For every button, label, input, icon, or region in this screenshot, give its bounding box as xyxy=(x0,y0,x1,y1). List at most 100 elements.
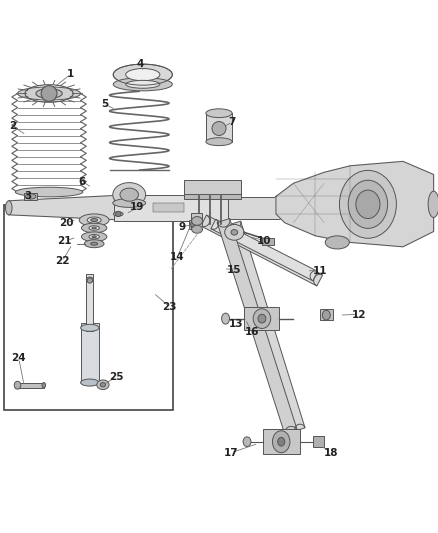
Text: 1: 1 xyxy=(67,69,74,79)
Bar xyxy=(189,220,199,229)
Bar xyxy=(313,437,324,447)
Ellipse shape xyxy=(206,109,232,118)
Ellipse shape xyxy=(36,88,62,98)
Text: 16: 16 xyxy=(244,327,259,337)
Bar xyxy=(191,213,202,229)
Ellipse shape xyxy=(278,437,285,446)
Text: 2: 2 xyxy=(10,122,17,131)
Text: 13: 13 xyxy=(229,319,244,329)
Bar xyxy=(86,274,93,332)
Polygon shape xyxy=(211,220,318,281)
Bar xyxy=(15,383,44,388)
Bar xyxy=(320,310,333,320)
Ellipse shape xyxy=(18,87,81,100)
Ellipse shape xyxy=(325,236,350,249)
Ellipse shape xyxy=(91,242,98,245)
Text: 11: 11 xyxy=(312,266,327,276)
Ellipse shape xyxy=(81,324,99,332)
Bar xyxy=(206,113,232,142)
Text: 6: 6 xyxy=(79,177,86,188)
Bar xyxy=(244,307,279,330)
Ellipse shape xyxy=(84,240,104,248)
Ellipse shape xyxy=(97,380,109,390)
Text: 17: 17 xyxy=(224,448,239,458)
Ellipse shape xyxy=(348,180,388,229)
Ellipse shape xyxy=(100,383,106,387)
Text: 15: 15 xyxy=(227,264,242,274)
Ellipse shape xyxy=(231,230,238,235)
Ellipse shape xyxy=(322,310,330,320)
Text: 9: 9 xyxy=(178,222,185,232)
Ellipse shape xyxy=(113,64,173,85)
Text: 3: 3 xyxy=(24,191,31,201)
Ellipse shape xyxy=(92,236,96,238)
Bar xyxy=(24,193,37,200)
Ellipse shape xyxy=(253,309,271,328)
Polygon shape xyxy=(9,196,114,220)
Text: 21: 21 xyxy=(57,236,72,246)
Bar xyxy=(184,194,241,199)
Ellipse shape xyxy=(126,69,160,81)
Polygon shape xyxy=(231,221,305,431)
Ellipse shape xyxy=(192,225,202,233)
Ellipse shape xyxy=(113,199,145,207)
Polygon shape xyxy=(276,161,434,247)
Ellipse shape xyxy=(222,313,230,324)
Ellipse shape xyxy=(206,138,232,146)
Text: 12: 12 xyxy=(352,310,367,320)
Text: 14: 14 xyxy=(170,252,185,262)
Text: 23: 23 xyxy=(162,302,177,312)
Text: 7: 7 xyxy=(229,117,236,127)
Polygon shape xyxy=(217,219,297,435)
Bar xyxy=(263,430,300,454)
Ellipse shape xyxy=(356,190,380,219)
Ellipse shape xyxy=(14,381,21,389)
Ellipse shape xyxy=(243,437,251,447)
Text: 22: 22 xyxy=(55,256,70,266)
Ellipse shape xyxy=(81,232,107,241)
Bar xyxy=(114,195,228,221)
Ellipse shape xyxy=(89,235,99,239)
Ellipse shape xyxy=(81,379,99,386)
Ellipse shape xyxy=(86,277,93,282)
Ellipse shape xyxy=(258,314,266,323)
Text: 24: 24 xyxy=(11,353,26,364)
Ellipse shape xyxy=(81,223,107,233)
Ellipse shape xyxy=(113,183,145,207)
Text: 25: 25 xyxy=(109,372,124,382)
Text: 20: 20 xyxy=(59,217,74,228)
Ellipse shape xyxy=(339,171,396,238)
Bar xyxy=(153,204,184,212)
Ellipse shape xyxy=(42,383,46,388)
Bar xyxy=(81,324,99,383)
Polygon shape xyxy=(201,215,322,286)
Bar xyxy=(4,205,173,410)
Ellipse shape xyxy=(25,194,36,199)
Ellipse shape xyxy=(79,214,109,226)
Ellipse shape xyxy=(192,216,202,225)
Ellipse shape xyxy=(5,201,12,215)
Circle shape xyxy=(87,278,92,283)
Ellipse shape xyxy=(272,431,290,453)
Text: 5: 5 xyxy=(102,100,109,109)
Bar xyxy=(228,197,280,219)
Bar xyxy=(262,238,274,246)
Ellipse shape xyxy=(120,188,138,201)
Ellipse shape xyxy=(113,212,123,216)
Ellipse shape xyxy=(225,224,244,240)
Text: 18: 18 xyxy=(324,448,339,458)
Circle shape xyxy=(116,211,121,216)
Ellipse shape xyxy=(428,191,438,217)
Circle shape xyxy=(41,86,57,101)
Text: 19: 19 xyxy=(130,203,144,212)
Ellipse shape xyxy=(91,219,98,222)
Ellipse shape xyxy=(15,187,83,197)
Ellipse shape xyxy=(89,226,99,230)
Ellipse shape xyxy=(92,227,96,229)
Text: 10: 10 xyxy=(256,236,271,246)
Ellipse shape xyxy=(126,80,160,88)
Circle shape xyxy=(191,221,198,228)
Text: 4: 4 xyxy=(137,59,144,69)
Ellipse shape xyxy=(87,217,101,223)
Ellipse shape xyxy=(113,78,173,91)
